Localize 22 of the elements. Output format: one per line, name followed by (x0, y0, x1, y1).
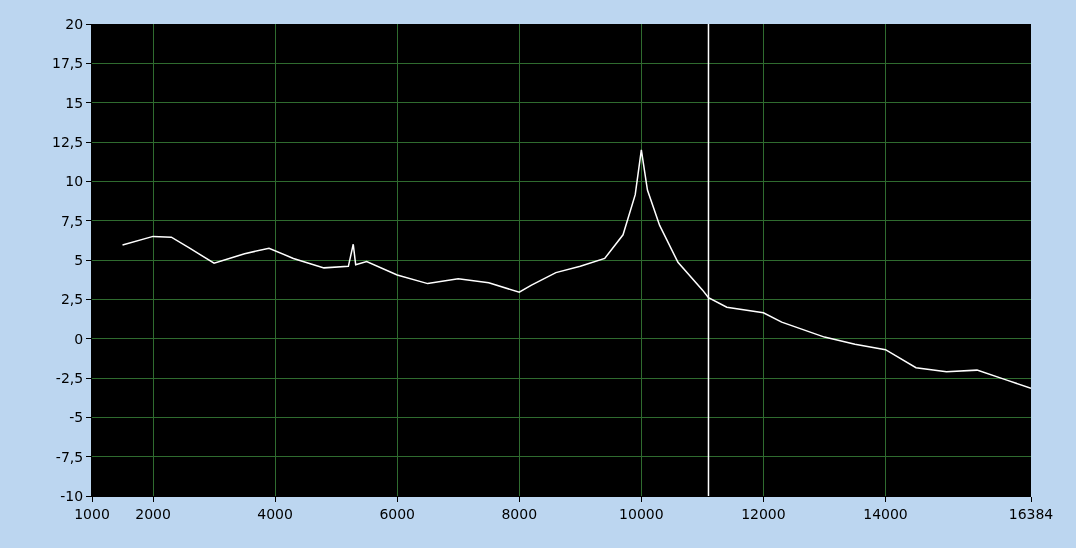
y-tick-label: -10 (60, 487, 84, 504)
x-tick-label: 2000 (135, 505, 171, 522)
y-tick-label: 20 (65, 15, 84, 32)
x-tick-label: 14000 (863, 505, 908, 522)
y-tick-label: -2,5 (55, 369, 84, 386)
y-tick-label: 12,5 (52, 133, 84, 150)
y-tick-label: 10 (65, 173, 84, 190)
x-tick-label: 6000 (379, 505, 416, 522)
y-tick-label: 5 (74, 251, 84, 268)
x-tick-label: 10000 (619, 505, 664, 522)
x-tick-label: 12000 (741, 505, 786, 522)
x-tick-label: 16384 (1008, 505, 1054, 522)
y-tick-label: 7,5 (60, 212, 84, 229)
y-tick-label: 15 (65, 94, 84, 111)
y-tick-label: 17,5 (52, 55, 84, 72)
y-tick-label: -7,5 (55, 448, 84, 465)
y-tick-label: -5 (69, 409, 84, 426)
y-tick-label: 0 (74, 330, 84, 347)
x-tick-label: 4000 (257, 505, 293, 522)
y-tick-label: 2,5 (60, 291, 84, 308)
x-tick-label: 8000 (501, 505, 538, 522)
x-tick-label: 1000 (74, 505, 110, 522)
